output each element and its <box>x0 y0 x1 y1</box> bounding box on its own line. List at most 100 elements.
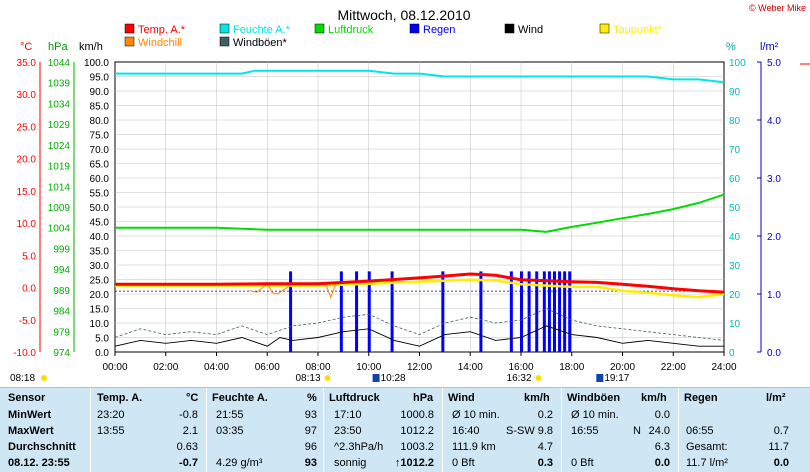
wind-tick-label: 90.0 <box>90 87 110 98</box>
pressure-tick-label: 999 <box>53 244 70 255</box>
table-cell-w_val: 0.2 <box>537 409 553 421</box>
table-cell-w_a: Ø 10 min. <box>452 409 500 421</box>
legend-swatch <box>219 23 230 34</box>
wind-tick-label: 80.0 <box>90 116 110 127</box>
temp-tick-label: 25.0 <box>17 122 37 133</box>
temp-tick-label: 35.0 <box>17 58 37 69</box>
table-cell-w_a: 111.9 km <box>452 441 496 453</box>
pressure-tick-label: 1004 <box>48 224 71 235</box>
table-cell-p_time: 23:50 <box>334 425 362 437</box>
x-tick-label: 16:00 <box>508 362 533 373</box>
sunrise-label: 08:13 <box>295 373 320 384</box>
legend-swatch <box>124 36 135 47</box>
rain-bar <box>367 271 371 352</box>
pressure-tick-label: 1029 <box>48 120 71 131</box>
x-tick-label: 18:00 <box>559 362 584 373</box>
rain-bar <box>535 271 539 352</box>
legend-label: Temp. A.* <box>138 24 186 36</box>
rain-bar <box>520 271 523 352</box>
x-tick-label: 14:00 <box>458 362 483 373</box>
temp-tick-label: -5.0 <box>19 316 37 327</box>
pressure-tick-label: 979 <box>53 327 70 338</box>
table-cell-p_time: sonnig <box>334 457 367 469</box>
legend-swatch <box>219 36 230 47</box>
table-cell-p_time: ^2.3hPa/h <box>334 441 384 453</box>
wind-tick-label: 50.0 <box>90 203 110 214</box>
wind-tick-label: 95.0 <box>90 73 110 84</box>
rain-tick-label: 4.0 <box>767 116 781 127</box>
header-humidity-unit: % <box>307 392 317 404</box>
table-cell-r_a: 11.7 l/m² <box>686 457 728 469</box>
rain-bar <box>563 271 567 352</box>
rain-tick-label: 1.0 <box>767 290 781 301</box>
rain-tick-label: 3.0 <box>767 174 781 185</box>
table-cell-t_time: 13:55 <box>97 425 125 437</box>
table-cell-p_time: 17:10 <box>334 409 362 421</box>
temp-tick-label: 10.0 <box>17 219 37 230</box>
rain-tick-label: 0.0 <box>767 348 781 359</box>
table-cell-t_time: 23:20 <box>97 409 125 421</box>
header-temp: Temp. A. <box>97 392 143 404</box>
left-time-label: 08:18 <box>10 373 35 384</box>
pressure-tick-label: 974 <box>53 348 70 359</box>
moonset-label: 19:17 <box>604 373 629 384</box>
legend-swatch <box>599 23 610 34</box>
table-cell-h_val: 93 <box>304 409 317 421</box>
weather-chart: Mittwoch, 08.12.2010 © Weber Mike Temp. … <box>10 3 810 384</box>
wind-tick-label: 25.0 <box>90 276 110 287</box>
rain-tick-label: 5.0 <box>767 58 781 69</box>
humidity-tick-label: 70 <box>729 145 741 156</box>
sunrise-icon <box>324 375 331 381</box>
rain-bar <box>547 271 551 352</box>
table-cell-g_val: 24.0 <box>648 425 670 437</box>
wind-tick-label: 10.0 <box>90 319 110 330</box>
wind-series-line <box>114 325 724 347</box>
x-tick-label: 00:00 <box>102 362 127 373</box>
temp-tick-label: 15.0 <box>17 187 37 198</box>
wind-unit-label: km/h <box>79 41 103 53</box>
table-cell-g_val: 0.0 <box>654 457 670 469</box>
table-cell-g_a: 16:55 <box>571 425 599 437</box>
rain-bar <box>558 271 562 352</box>
table-cell-label: 08.12. 23:55 <box>8 457 70 469</box>
wind-tick-label: 20.0 <box>90 290 110 301</box>
humidity-tick-label: 40 <box>729 232 741 243</box>
pressure-tick-label: 1014 <box>48 182 71 193</box>
wind-tick-label: 70.0 <box>90 145 110 156</box>
table-cell-h_time: 03:35 <box>216 425 244 437</box>
table-cell-t_val: -0.8 <box>179 409 198 421</box>
humidity-tick-label: 30 <box>729 261 741 272</box>
wind-tick-label: 45.0 <box>90 218 110 229</box>
legend-label: Feuchte A.* <box>233 24 291 36</box>
x-tick-label: 06:00 <box>255 362 280 373</box>
table-row: MaxWert 13:55 2.1 03:35 97 23:50 1012.2 16:40 S-… <box>0 424 810 440</box>
table-cell-label: Durchschnitt <box>8 441 76 453</box>
x-tick-label: 08:00 <box>305 362 330 373</box>
x-tick-label: 22:00 <box>661 362 686 373</box>
astro-markers: 08:18 08:13 10:28 16:32 19:17 <box>10 373 630 384</box>
table-cell-t_val: 2.1 <box>182 425 198 437</box>
pressure-tick-label: 994 <box>53 265 70 276</box>
x-axis: 00:00 02:00 04:00 06:00 08:00 10:00 12:00 14:00… <box>102 352 737 373</box>
temp-tick-label: 5.0 <box>22 251 36 262</box>
header-pressure: Luftdruck <box>329 392 380 404</box>
pressure-tick-label: 984 <box>53 307 70 318</box>
wind-tick-label: 0.0 <box>95 348 109 359</box>
pressure-tick-label: 989 <box>53 286 70 297</box>
sun-icon <box>41 375 47 381</box>
header-wind: Wind <box>448 392 475 404</box>
table-cell-t_val: -0.7 <box>179 457 198 469</box>
wind-tick-label: 100.0 <box>84 58 109 69</box>
pressure-series-line <box>115 193 725 233</box>
table-cell-r_val: 0.7 <box>773 425 789 437</box>
rain-bar <box>552 271 556 352</box>
rain-bar <box>568 271 572 352</box>
legend-label: Wind <box>518 24 543 36</box>
humidity-tick-label: 90 <box>729 87 741 98</box>
table-cell-w_val: 0.3 <box>537 457 553 469</box>
humidity-tick-label: 80 <box>729 116 741 127</box>
x-tick-label: 20:00 <box>610 362 635 373</box>
table-cell-t_val: 0.63 <box>176 441 198 453</box>
axis-units: °C hPa km/h % l/m² <box>20 41 779 53</box>
rain-bar <box>355 271 359 352</box>
